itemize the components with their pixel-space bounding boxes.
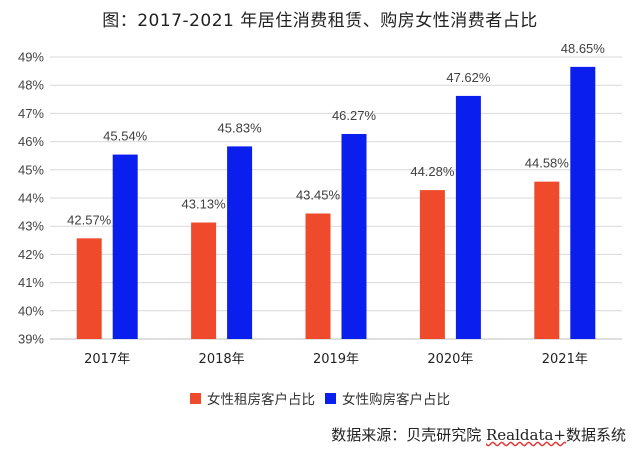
legend-swatch-rent bbox=[190, 392, 201, 404]
y-tick-label: 43% bbox=[18, 219, 44, 234]
source-brand: Realdata+ bbox=[485, 426, 566, 444]
source-note: 数据来源：贝壳研究院 Realdata+数据系统 bbox=[331, 424, 626, 445]
bar-rent bbox=[305, 213, 331, 339]
data-label: 43.13% bbox=[182, 197, 227, 212]
bar-rent bbox=[76, 238, 102, 339]
y-tick-label: 41% bbox=[18, 275, 44, 290]
data-label: 42.57% bbox=[67, 212, 112, 227]
legend-item-rent: 女性租房客户占比 bbox=[190, 388, 315, 408]
y-tick-label: 48% bbox=[18, 78, 44, 93]
y-axis-ticks: 39% 40% 41% 42% 43% 44% 45% 46% 47% 48% 49% bbox=[18, 50, 44, 347]
legend-label-buy: 女性购房客户占比 bbox=[342, 392, 450, 408]
legend-swatch-buy bbox=[325, 392, 336, 404]
bar-buy bbox=[455, 95, 481, 339]
bar-buy bbox=[227, 146, 253, 339]
y-tick-label: 39% bbox=[18, 332, 44, 347]
y-tick-label: 47% bbox=[18, 106, 44, 121]
legend: 女性租房客户占比 女性购房客户占比 bbox=[0, 388, 640, 408]
x-tick-label: 2019年 bbox=[313, 352, 359, 367]
y-tick-label: 42% bbox=[18, 247, 44, 262]
x-tick-label: 2021年 bbox=[542, 352, 588, 367]
legend-item-buy: 女性购房客户占比 bbox=[325, 388, 450, 408]
x-tick-label: 2018年 bbox=[199, 352, 245, 367]
chart-title: 图：2017-2021 年居住消费租赁、购房女性消费者占比 bbox=[102, 11, 538, 31]
bar-buy bbox=[570, 66, 596, 340]
bar-rent bbox=[419, 190, 445, 339]
x-tick-label: 2017年 bbox=[84, 352, 130, 367]
x-tick-label: 2020年 bbox=[427, 352, 473, 367]
bar-rent bbox=[191, 222, 217, 339]
data-label: 45.83% bbox=[218, 120, 263, 135]
data-label: 46.27% bbox=[332, 108, 377, 123]
grid-layer bbox=[50, 56, 622, 340]
source-prefix: 数据来源：贝壳研究院 bbox=[331, 426, 486, 444]
data-label: 48.65% bbox=[561, 41, 606, 56]
y-tick-label: 44% bbox=[18, 191, 44, 206]
data-label: 44.58% bbox=[525, 156, 570, 171]
data-label: 44.28% bbox=[410, 164, 455, 179]
data-label: 45.54% bbox=[103, 129, 148, 144]
source-suffix: 数据系统 bbox=[565, 426, 626, 444]
data-labels-layer: 42.57% 45.54% 43.13% 45.83% 43.45% 46.27% 44.2… bbox=[67, 41, 605, 227]
bar-buy bbox=[341, 133, 367, 339]
data-label: 47.62% bbox=[446, 70, 491, 85]
data-label: 43.45% bbox=[296, 188, 341, 203]
bar-rent bbox=[534, 181, 560, 339]
y-tick-label: 45% bbox=[18, 162, 44, 177]
bar-buy bbox=[112, 154, 138, 339]
x-axis-ticks: 2017年 2018年 2019年 2020年 2021年 bbox=[84, 352, 588, 367]
y-tick-label: 40% bbox=[18, 303, 44, 318]
y-tick-label: 46% bbox=[18, 134, 44, 149]
legend-label-rent: 女性租房客户占比 bbox=[207, 392, 315, 408]
y-tick-label: 49% bbox=[18, 50, 44, 65]
bars-layer bbox=[76, 66, 596, 340]
bar-chart: 39% 40% 41% 42% 43% 44% 45% 46% 47% 48% 49% 42.57%… bbox=[18, 41, 622, 367]
